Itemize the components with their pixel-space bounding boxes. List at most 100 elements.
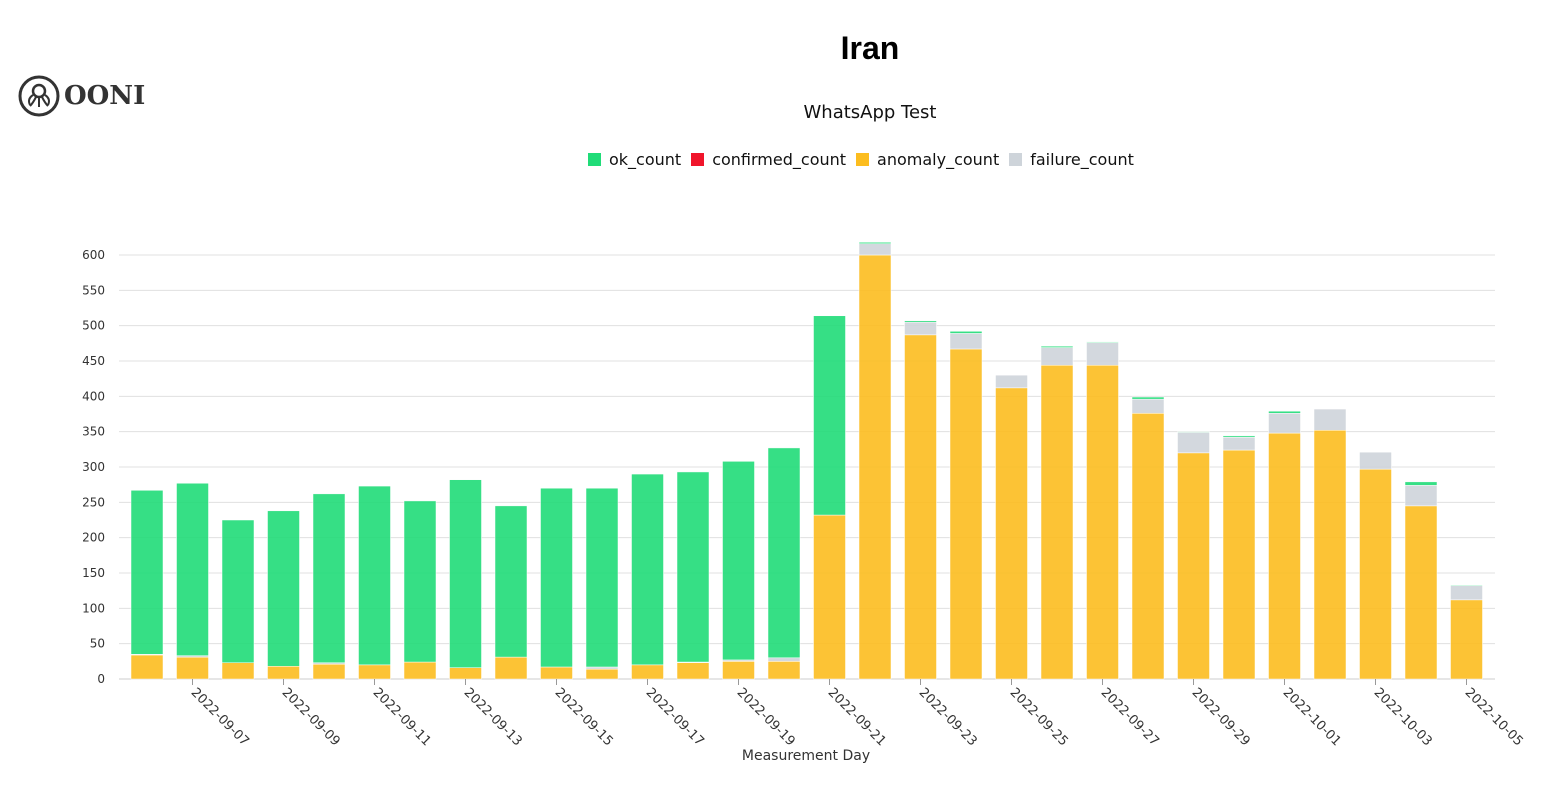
legend-item-anomaly-count[interactable]: anomaly_count	[856, 150, 999, 169]
y-tick-label: 200	[82, 531, 105, 545]
bar-failure-count[interactable]	[1450, 585, 1483, 601]
x-tick-label: 2022-09-07	[188, 685, 252, 749]
bar-ok-count[interactable]	[1131, 396, 1165, 400]
bar-ok-count[interactable]	[949, 331, 983, 334]
legend-label: ok_count	[609, 150, 682, 169]
bar-anomaly-count[interactable]	[949, 348, 983, 680]
bar-ok-count[interactable]	[1086, 341, 1119, 343]
bar-anomaly-count[interactable]	[494, 656, 528, 680]
x-tick-label: 2022-09-17	[643, 685, 707, 749]
bar-anomaly-count[interactable]	[904, 334, 937, 680]
legend-item-failure-count[interactable]: failure_count	[1009, 150, 1134, 169]
y-tick-label: 350	[82, 425, 105, 439]
legend-item-confirmed-count[interactable]: confirmed_count	[691, 150, 846, 169]
y-tick-label: 0	[97, 672, 105, 686]
y-tick-label: 550	[82, 283, 105, 297]
y-tick-label: 450	[82, 354, 105, 368]
bar-ok-count[interactable]	[858, 242, 892, 244]
bar-ok-count[interactable]	[494, 505, 528, 658]
ooni-logo: OONI	[18, 75, 145, 117]
bar-anomaly-count[interactable]	[995, 387, 1028, 680]
legend-swatch	[1009, 153, 1023, 166]
bar-failure-count[interactable]	[585, 666, 619, 670]
octopus-icon	[18, 75, 60, 117]
x-tick-label: 2022-09-27	[1098, 685, 1162, 749]
bar-anomaly-count[interactable]	[267, 666, 300, 680]
bar-failure-count[interactable]	[1359, 451, 1392, 470]
bar-anomaly-count[interactable]	[631, 664, 664, 680]
bar-ok-count[interactable]	[130, 490, 164, 655]
bar-ok-count[interactable]	[767, 447, 801, 659]
bar-ok-count[interactable]	[1268, 410, 1301, 414]
bar-ok-count[interactable]	[540, 487, 573, 668]
bar-anomaly-count[interactable]	[130, 654, 164, 680]
bar-failure-count[interactable]	[1268, 413, 1301, 434]
y-tick-label: 50	[90, 637, 105, 651]
bar-anomaly-count[interactable]	[1268, 432, 1301, 680]
bar-anomaly-count[interactable]	[540, 666, 573, 680]
bar-ok-count[interactable]	[904, 320, 937, 323]
bar-ok-count[interactable]	[722, 461, 755, 661]
bar-ok-count[interactable]	[676, 471, 710, 663]
bar-failure-count[interactable]	[1222, 437, 1256, 451]
bar-anomaly-count[interactable]	[449, 667, 482, 680]
bar-failure-count[interactable]	[1086, 342, 1119, 366]
bar-anomaly-count[interactable]	[813, 514, 846, 680]
bar-anomaly-count[interactable]	[403, 661, 437, 680]
bar-failure-count[interactable]	[1131, 398, 1165, 414]
legend-label: anomaly_count	[877, 150, 1000, 169]
bar-anomaly-count[interactable]	[1131, 413, 1165, 680]
bar-ok-count[interactable]	[813, 315, 846, 516]
x-tick-label: 2022-10-05	[1462, 685, 1526, 749]
legend-item-ok-count[interactable]: ok_count	[588, 150, 681, 169]
bar-anomaly-count[interactable]	[1313, 430, 1347, 680]
bar-ok-count[interactable]	[1040, 345, 1074, 348]
bar-anomaly-count[interactable]	[176, 656, 209, 680]
bar-failure-count[interactable]	[1177, 432, 1210, 454]
bar-failure-count[interactable]	[1040, 347, 1074, 366]
bar-anomaly-count[interactable]	[1222, 449, 1256, 680]
bar-anomaly-count[interactable]	[858, 254, 892, 680]
bar-anomaly-count[interactable]	[722, 661, 755, 680]
bar-ok-count[interactable]	[1450, 584, 1483, 586]
bar-anomaly-count[interactable]	[1450, 599, 1483, 680]
bar-ok-count[interactable]	[449, 479, 482, 668]
x-tick-label: 2022-09-11	[370, 685, 434, 749]
bar-ok-count[interactable]	[267, 510, 300, 667]
bar-ok-count[interactable]	[631, 473, 664, 666]
bar-anomaly-count[interactable]	[358, 664, 391, 680]
bar-failure-count[interactable]	[1313, 408, 1347, 431]
legend-swatch	[588, 153, 601, 166]
bar-anomaly-count[interactable]	[1040, 364, 1074, 680]
bar-failure-count[interactable]	[904, 321, 937, 336]
bar-failure-count[interactable]	[1404, 485, 1438, 507]
legend-label: failure_count	[1030, 150, 1134, 169]
bar-ok-count[interactable]	[403, 500, 437, 663]
chart-title: Iran	[840, 30, 900, 66]
bar-ok-count[interactable]	[1404, 481, 1438, 486]
bar-anomaly-count[interactable]	[767, 661, 801, 680]
bar-ok-count[interactable]	[312, 493, 346, 663]
legend: ok_count confirmed_count anomaly_count fail…	[588, 150, 1134, 169]
bar-anomaly-count[interactable]	[1359, 468, 1392, 680]
bar-anomaly-count[interactable]	[585, 668, 619, 680]
bar-failure-count[interactable]	[767, 657, 801, 662]
x-axis-label: Measurement Day	[742, 748, 870, 764]
bar-anomaly-count[interactable]	[1177, 452, 1210, 680]
bar-ok-count[interactable]	[176, 483, 209, 656]
bar-anomaly-count[interactable]	[1086, 364, 1119, 680]
bar-failure-count[interactable]	[949, 333, 983, 350]
bar-failure-count[interactable]	[995, 374, 1028, 389]
bar-ok-count[interactable]	[1222, 435, 1256, 438]
bar-ok-count[interactable]	[358, 485, 391, 666]
y-tick-label: 300	[82, 460, 105, 474]
bar-anomaly-count[interactable]	[221, 662, 255, 680]
bar-anomaly-count[interactable]	[1404, 505, 1438, 680]
bar-anomaly-count[interactable]	[676, 662, 710, 680]
bar-ok-count[interactable]	[585, 487, 619, 668]
bar-anomaly-count[interactable]	[312, 663, 346, 680]
bar-ok-count[interactable]	[221, 519, 255, 663]
bar-failure-count[interactable]	[858, 243, 892, 256]
bar-ok-count[interactable]	[1177, 431, 1210, 433]
